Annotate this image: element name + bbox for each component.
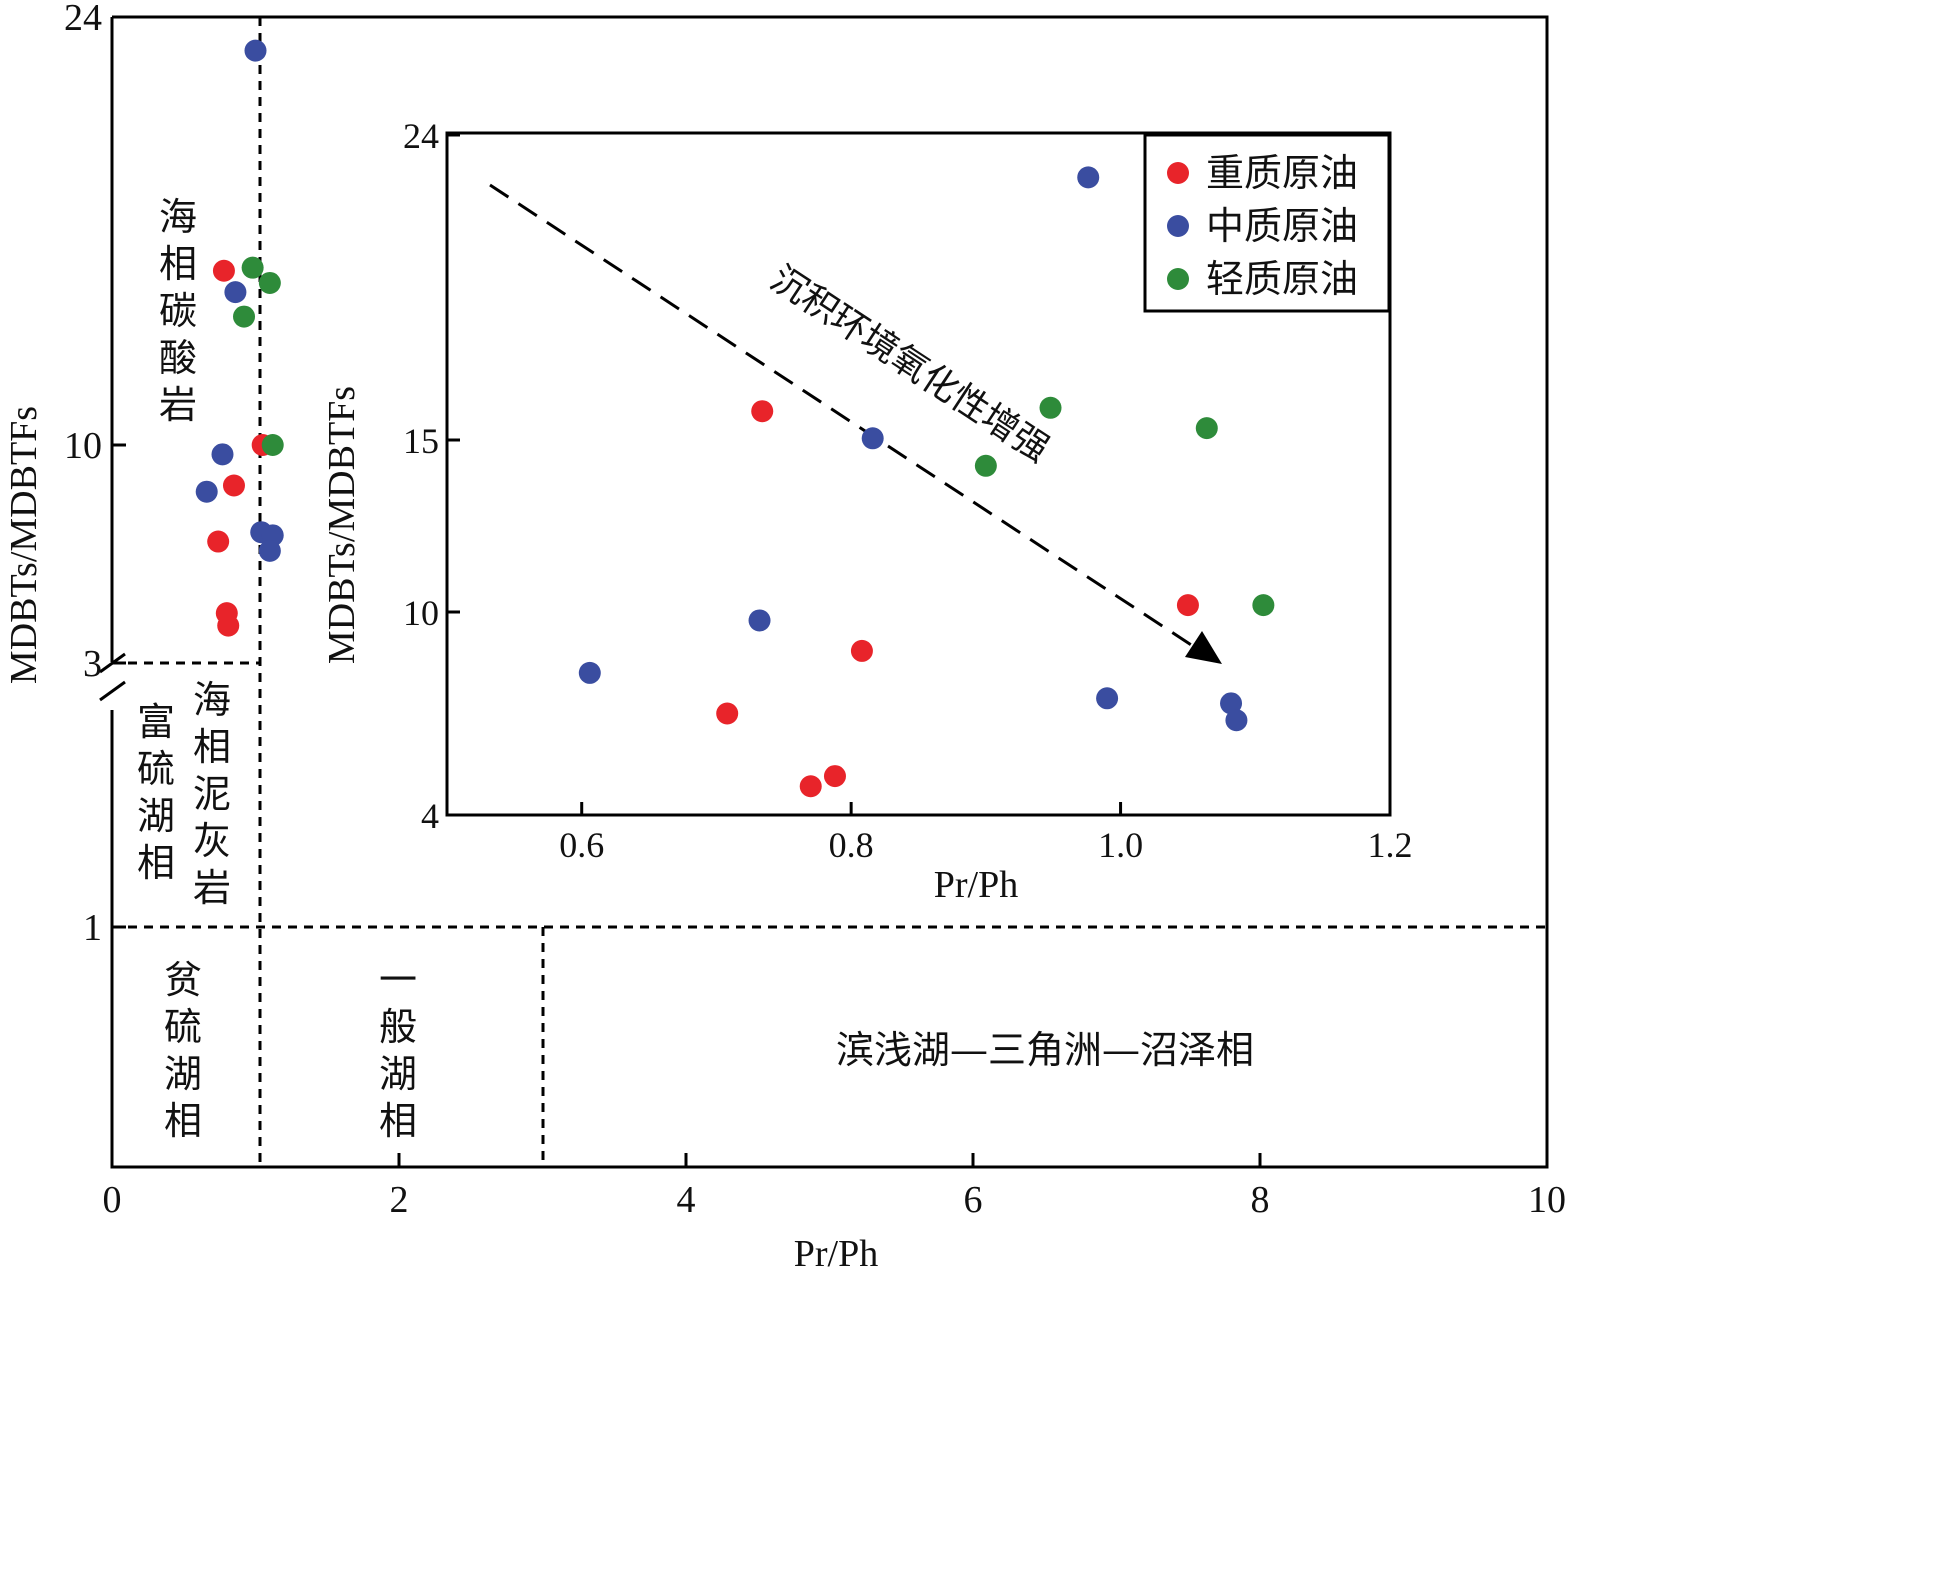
legend-label: 重质原油 bbox=[1206, 151, 1358, 195]
main-y-tick-label: 10 bbox=[64, 425, 102, 467]
inset-point-series-2 bbox=[1252, 594, 1275, 617]
main-point-series-2 bbox=[241, 256, 264, 279]
inset-y-axis-label: MDBTs/MDBTFs bbox=[321, 386, 363, 664]
main-data-points bbox=[195, 39, 284, 637]
main-y-axis-label: MDBTs/MDBTFs bbox=[3, 406, 45, 684]
legend-label: 中质原油 bbox=[1206, 204, 1358, 248]
inset-data-points bbox=[578, 166, 1275, 798]
main-x-tick-label: 8 bbox=[1251, 1179, 1270, 1221]
main-point-series-1 bbox=[211, 443, 234, 466]
main-point-series-1 bbox=[258, 539, 281, 562]
zone-label: 富硫湖相 bbox=[137, 700, 175, 885]
inset-point-series-1 bbox=[861, 427, 884, 450]
inset-point-series-0 bbox=[823, 765, 846, 788]
zone-label: 海相泥灰岩 bbox=[193, 678, 231, 910]
main-y-tick-label: 24 bbox=[64, 0, 102, 39]
inset-point-series-2 bbox=[1195, 417, 1218, 440]
main-point-series-0 bbox=[207, 530, 230, 553]
arrow-head-icon bbox=[1185, 631, 1222, 664]
chart-figure: 0 2 4 6 8 10 1 3 10 24 Pr/Ph MDBTs/MDBTFs 海相碳酸岩富… bbox=[3, 0, 1566, 1275]
main-point-series-1 bbox=[195, 480, 218, 503]
zone-label: 贫硫湖相 bbox=[164, 958, 202, 1143]
inset-point-series-0 bbox=[799, 775, 822, 798]
inset-point-series-1 bbox=[1077, 166, 1100, 189]
inset-point-series-2 bbox=[1039, 396, 1062, 419]
inset-x-tick-label: 1.2 bbox=[1368, 825, 1413, 865]
inset-x-ticks: 0.6 0.8 1.0 1.2 bbox=[559, 802, 1413, 865]
zone-dividers bbox=[112, 17, 1547, 1167]
inset-point-series-1 bbox=[1225, 709, 1248, 732]
zone-label: 一般湖相 bbox=[379, 958, 417, 1143]
inset-x-tick-label: 0.6 bbox=[559, 825, 604, 865]
main-point-series-0 bbox=[217, 614, 240, 637]
zone-label: 海相碳酸岩 bbox=[159, 195, 197, 427]
inset-y-ticks: 4 10 15 24 bbox=[403, 116, 460, 836]
main-x-tick-label: 10 bbox=[1528, 1179, 1566, 1221]
main-point-series-1 bbox=[244, 39, 267, 62]
legend-label: 轻质原油 bbox=[1206, 257, 1358, 301]
inset-point-series-1 bbox=[1220, 692, 1243, 715]
main-point-series-2 bbox=[258, 271, 281, 294]
main-x-ticks: 0 2 4 6 8 10 bbox=[103, 1153, 1566, 1221]
main-y-tick-label: 3 bbox=[83, 643, 102, 685]
main-x-tick-label: 0 bbox=[103, 1179, 122, 1221]
main-point-series-0 bbox=[222, 474, 245, 497]
inset-x-axis-label: Pr/Ph bbox=[934, 864, 1018, 906]
trend-arrow bbox=[489, 183, 1222, 664]
inset-x-tick-label: 1.0 bbox=[1098, 825, 1143, 865]
trend-arrow-line bbox=[489, 183, 1203, 654]
main-y-tick-label: 1 bbox=[83, 907, 102, 949]
legend-marker bbox=[1167, 215, 1189, 237]
main-x-axis-label: Pr/Ph bbox=[794, 1233, 878, 1275]
inset-point-series-1 bbox=[748, 609, 771, 632]
zone-label: 滨浅湖—三角洲—沼泽相 bbox=[836, 1028, 1254, 1072]
legend-marker bbox=[1167, 162, 1189, 184]
inset-y-tick-label: 10 bbox=[403, 593, 439, 633]
main-point-series-2 bbox=[261, 434, 284, 456]
inset-point-series-0 bbox=[1176, 594, 1199, 617]
inset-point-series-1 bbox=[1096, 687, 1119, 710]
main-point-series-2 bbox=[233, 305, 256, 328]
inset-y-tick-label: 24 bbox=[403, 116, 439, 156]
inset-x-tick-label: 0.8 bbox=[829, 825, 874, 865]
main-x-tick-label: 2 bbox=[390, 1179, 409, 1221]
inset-point-series-2 bbox=[974, 454, 997, 477]
inset-point-series-0 bbox=[850, 639, 873, 662]
main-point-series-1 bbox=[224, 281, 247, 304]
main-point-series-0 bbox=[212, 259, 235, 282]
inset-y-tick-label: 15 bbox=[403, 421, 439, 461]
inset-point-series-0 bbox=[716, 702, 739, 725]
inset-point-series-1 bbox=[578, 661, 601, 684]
inset-y-tick-label: 4 bbox=[421, 796, 439, 836]
legend-marker bbox=[1167, 268, 1189, 290]
main-x-tick-label: 6 bbox=[964, 1179, 983, 1221]
main-x-tick-label: 4 bbox=[677, 1179, 696, 1221]
inset-point-series-0 bbox=[751, 400, 774, 423]
main-y-ticks: 1 3 10 24 bbox=[64, 0, 126, 949]
